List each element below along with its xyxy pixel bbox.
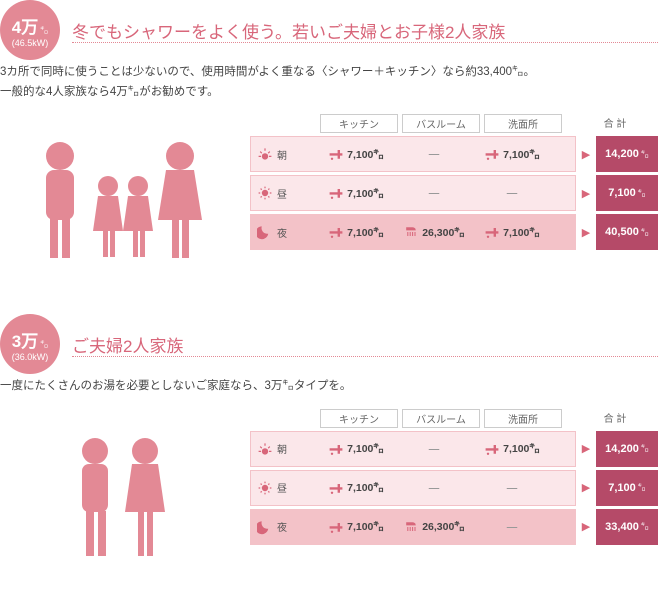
cell-w: 7,100㌔ — [473, 441, 551, 456]
cell-k: 7,100㌔ — [317, 480, 395, 495]
badge-sub: (36.0kW) — [12, 352, 49, 362]
badge-sub: (46.5kW) — [12, 38, 49, 48]
tod-label: 昼 — [277, 186, 287, 201]
cell-k: 7,100㌔ — [317, 441, 395, 456]
arrow-icon: ▶ — [580, 470, 592, 506]
arrow-icon: ▶ — [580, 431, 592, 467]
row-band: 夜 7,100㌔26,300㌔7,100㌔ — [250, 214, 576, 250]
table-row: 夜7,100㌔26,300㌔—▶33,400㌔ — [250, 509, 658, 545]
column-headers: キッチン バスルーム 洗面所 合 計 — [250, 409, 658, 428]
cell-b: 26,300㌔ — [395, 225, 473, 240]
tod-label: 夜 — [277, 519, 287, 534]
col-washroom: 洗面所 — [484, 114, 562, 133]
tod-label: 昼 — [277, 480, 287, 495]
time-of-day: 夜 — [257, 224, 317, 240]
cell-k: 7,100㌔ — [317, 519, 395, 534]
table-row: 夜 7,100㌔26,300㌔7,100㌔ ▶40,500㌔ — [250, 214, 658, 250]
sunrise-icon — [257, 146, 273, 162]
cell-b: 26,300㌔ — [395, 519, 473, 534]
table-rows: 朝7,100㌔—7,100㌔▶14,200㌔昼7,100㌔——▶7,100㌔夜7… — [250, 431, 658, 545]
col-bathroom: バスルーム — [402, 114, 480, 133]
description: 一度にたくさんのお湯を必要としないご家庭なら、3万㌔タイプを。 — [0, 377, 658, 397]
people-illustration-couple — [0, 409, 240, 579]
cell-k: 7,100㌔ — [317, 186, 395, 201]
col-total: 合 計 — [584, 409, 646, 428]
moon-icon — [257, 519, 273, 535]
arrow-icon: ▶ — [580, 136, 592, 172]
row-band: 夜7,100㌔26,300㌔— — [250, 509, 576, 545]
tod-label: 朝 — [277, 441, 287, 456]
cell-k: 7,100㌔ — [317, 225, 395, 240]
section-3man: 3万㌔ (36.0kW) ご夫婦2人家族 一度にたくさんのお湯を必要としないご家… — [0, 314, 658, 579]
row-total: 14,200㌔ — [596, 431, 658, 467]
badge-big: 3万㌔ — [12, 327, 48, 352]
headline: ご夫婦2人家族 — [72, 332, 658, 357]
cell-w: — — [473, 187, 551, 199]
column-headers: キッチン バスルーム 洗面所 合 計 — [250, 114, 658, 133]
sun-icon — [257, 480, 273, 496]
col-bathroom: バスルーム — [402, 409, 480, 428]
cell-k: 7,100㌔ — [317, 147, 395, 162]
cell-w: 7,100㌔ — [473, 147, 551, 162]
time-of-day: 昼 — [257, 480, 317, 496]
col-kitchen: キッチン — [320, 114, 398, 133]
header-row: 3万㌔ (36.0kW) ご夫婦2人家族 — [0, 314, 658, 374]
tod-label: 朝 — [277, 147, 287, 162]
capacity-badge: 3万㌔ (36.0kW) — [0, 314, 60, 374]
badge-big: 4万㌔ — [12, 13, 48, 38]
table-rows: 朝7,100㌔—7,100㌔▶14,200㌔昼7,100㌔——▶7,100㌔夜7… — [250, 136, 658, 250]
usage-table: キッチン バスルーム 洗面所 合 計 朝7,100㌔—7,100㌔▶14,200… — [250, 114, 658, 253]
col-kitchen: キッチン — [320, 409, 398, 428]
header-row: 4万㌔ (46.5kW) 冬でもシャワーをよく使う。若いご夫婦とお子様2人家族 — [0, 0, 658, 60]
usage-table: キッチン バスルーム 洗面所 合 計 朝7,100㌔—7,100㌔▶14,200… — [250, 409, 658, 548]
time-of-day: 昼 — [257, 185, 317, 201]
content-row: キッチン バスルーム 洗面所 合 計 朝7,100㌔—7,100㌔▶14,200… — [0, 409, 658, 579]
capacity-badge: 4万㌔ (46.5kW) — [0, 0, 60, 60]
row-band: 昼7,100㌔—— — [250, 470, 576, 506]
cell-b: — — [395, 482, 473, 494]
arrow-icon: ▶ — [580, 175, 592, 211]
description: 3カ所で同時に使うことは少ないので、使用時間がよく重なる〈シャワー＋キッチン〉な… — [0, 63, 658, 102]
content-row: キッチン バスルーム 洗面所 合 計 朝7,100㌔—7,100㌔▶14,200… — [0, 114, 658, 284]
sun-icon — [257, 185, 273, 201]
row-total: 33,400㌔ — [596, 509, 658, 545]
cell-w: 7,100㌔ — [473, 225, 551, 240]
row-total: 7,100㌔ — [596, 175, 658, 211]
cell-b: — — [395, 148, 473, 160]
table-row: 朝 7,100㌔—7,100㌔ ▶14,200㌔ — [250, 136, 658, 172]
cell-w: — — [473, 482, 551, 494]
table-row: 昼7,100㌔——▶7,100㌔ — [250, 470, 658, 506]
row-total: 7,100㌔ — [596, 470, 658, 506]
arrow-icon: ▶ — [580, 214, 592, 250]
people-illustration-family — [0, 114, 240, 284]
moon-icon — [257, 224, 273, 240]
section-4man: 4万㌔ (46.5kW) 冬でもシャワーをよく使う。若いご夫婦とお子様2人家族 … — [0, 0, 658, 284]
row-band: 朝 7,100㌔—7,100㌔ — [250, 136, 576, 172]
cell-b: — — [395, 443, 473, 455]
table-row: 朝 7,100㌔—7,100㌔ ▶14,200㌔ — [250, 431, 658, 467]
arrow-icon: ▶ — [580, 509, 592, 545]
row-total: 14,200㌔ — [596, 136, 658, 172]
table-row: 昼7,100㌔——▶7,100㌔ — [250, 175, 658, 211]
row-band: 昼7,100㌔—— — [250, 175, 576, 211]
row-total: 40,500㌔ — [596, 214, 658, 250]
time-of-day: 朝 — [257, 146, 317, 162]
cell-b: — — [395, 187, 473, 199]
row-band: 朝 7,100㌔—7,100㌔ — [250, 431, 576, 467]
headline: 冬でもシャワーをよく使う。若いご夫婦とお子様2人家族 — [72, 18, 658, 43]
col-total: 合 計 — [584, 114, 646, 133]
time-of-day: 夜 — [257, 519, 317, 535]
col-washroom: 洗面所 — [484, 409, 562, 428]
sunrise-icon — [257, 441, 273, 457]
tod-label: 夜 — [277, 225, 287, 240]
time-of-day: 朝 — [257, 441, 317, 457]
